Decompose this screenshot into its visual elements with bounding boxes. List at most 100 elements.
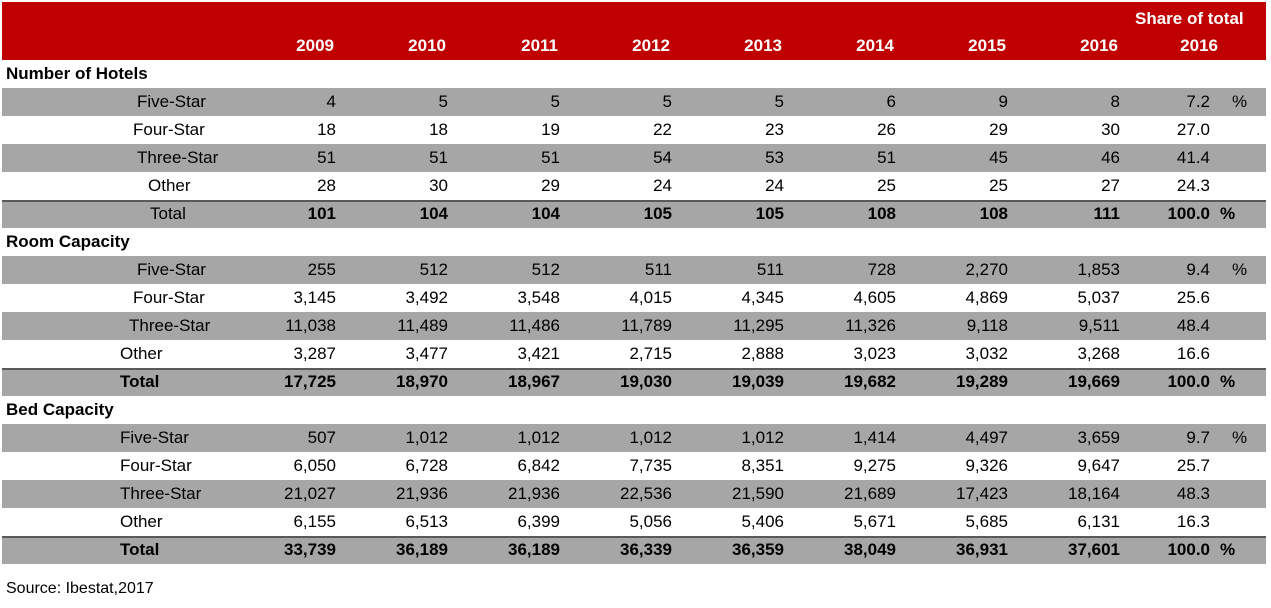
value-cell: 51 <box>877 148 896 167</box>
value-cell: 33,739 <box>284 540 336 559</box>
percent-sign: % <box>1232 428 1248 447</box>
share-cell: 100.0 <box>1167 372 1210 391</box>
share-cell: 9.4 <box>1186 260 1210 279</box>
value-cell: 29 <box>989 120 1008 139</box>
value-cell: 4,605 <box>853 288 896 307</box>
percent-sign: % <box>1220 204 1236 223</box>
share-cell: 48.4 <box>1176 316 1210 335</box>
value-cell: 21,590 <box>732 484 784 503</box>
value-cell: 255 <box>307 260 336 279</box>
value-cell: 4,497 <box>965 428 1008 447</box>
value-cell: 9,118 <box>966 316 1008 335</box>
table-row: Five-Star 255 512 512 511 511 728 2,270 1,853 9.4… <box>2 256 1266 284</box>
value-cell: 25 <box>877 176 896 195</box>
value-cell: 37,601 <box>1068 540 1120 559</box>
value-cell: 512 <box>419 260 448 279</box>
section-title-row: Number of Hotels <box>2 60 1266 88</box>
value-cell: 5,037 <box>1077 288 1120 307</box>
row-label: Total <box>120 372 160 391</box>
row-label: Five-Star <box>120 428 189 447</box>
year-header: 2011 <box>521 36 558 55</box>
value-cell: 8 <box>1110 92 1120 111</box>
table-header: Share of total 2009 2010 2011 2012 2013 … <box>2 2 1266 60</box>
value-cell: 19,669 <box>1068 372 1120 391</box>
row-label: Three-Star <box>120 484 202 503</box>
value-cell: 5 <box>550 92 560 111</box>
value-cell: 2,715 <box>629 344 672 363</box>
value-cell: 101 <box>307 204 336 223</box>
value-cell: 104 <box>531 204 560 223</box>
value-cell: 6,728 <box>405 456 448 475</box>
table-row: Four-Star 6,050 6,728 6,842 7,735 8,351 9,275 9… <box>2 452 1266 480</box>
row-label: Other <box>148 176 191 195</box>
value-cell: 2,888 <box>741 344 784 363</box>
value-cell: 728 <box>867 260 896 279</box>
value-cell: 4,015 <box>629 288 672 307</box>
value-cell: 108 <box>867 204 896 223</box>
value-cell: 105 <box>643 204 672 223</box>
value-cell: 7,735 <box>629 456 672 475</box>
percent-sign: % <box>1232 260 1248 279</box>
value-cell: 3,287 <box>293 344 336 363</box>
value-cell: 22,536 <box>620 484 672 503</box>
value-cell: 5,406 <box>741 512 784 531</box>
value-cell: 18 <box>317 120 336 139</box>
value-cell: 511 <box>756 260 784 279</box>
percent-sign: % <box>1232 92 1248 111</box>
source-note: Source: Ibestat,2017 <box>6 580 154 597</box>
value-cell: 26 <box>877 120 896 139</box>
row-label: Total <box>150 204 186 223</box>
value-cell: 21,936 <box>396 484 448 503</box>
value-cell: 5 <box>438 92 448 111</box>
share-year-header: 2016 <box>1180 36 1218 55</box>
value-cell: 18 <box>429 120 448 139</box>
value-cell: 46 <box>1101 148 1120 167</box>
value-cell: 36,189 <box>396 540 448 559</box>
table-row: Other 6,155 6,513 6,399 5,056 5,406 5,671 5,685… <box>2 508 1266 536</box>
value-cell: 19,682 <box>844 372 896 391</box>
value-cell: 1,012 <box>629 428 672 447</box>
total-row: Total 33,739 36,189 36,189 36,339 36,359 38,04… <box>2 536 1266 564</box>
value-cell: 11,486 <box>509 316 560 335</box>
row-label: Four-Star <box>133 120 205 139</box>
value-cell: 11,295 <box>733 316 784 335</box>
year-header: 2016 <box>1080 36 1118 55</box>
section-title: Bed Capacity <box>6 400 114 419</box>
table-row: Four-Star 3,145 3,492 3,548 4,015 4,345 4,605 4… <box>2 284 1266 312</box>
value-cell: 11,789 <box>621 316 672 335</box>
share-cell: 16.3 <box>1176 512 1210 531</box>
share-cell: 16.6 <box>1176 344 1210 363</box>
row-label: Three-Star <box>129 316 211 335</box>
value-cell: 36,339 <box>620 540 672 559</box>
share-of-total-label: Share of total <box>1135 9 1244 28</box>
value-cell: 3,032 <box>965 344 1008 363</box>
value-cell: 3,659 <box>1077 428 1120 447</box>
value-cell: 24 <box>765 176 784 195</box>
value-cell: 4,345 <box>741 288 784 307</box>
value-cell: 28 <box>317 176 336 195</box>
value-cell: 19 <box>541 120 560 139</box>
value-cell: 9,275 <box>853 456 896 475</box>
value-cell: 5 <box>662 92 672 111</box>
share-cell: 100.0 <box>1167 204 1210 223</box>
table-row: Three-Star 11,038 11,489 11,486 11,789 11,295… <box>2 312 1266 340</box>
value-cell: 8,351 <box>741 456 784 475</box>
section-title-row: Bed Capacity <box>2 396 1266 424</box>
row-label: Other <box>120 512 163 531</box>
value-cell: 111 <box>1093 204 1121 223</box>
value-cell: 19,289 <box>956 372 1008 391</box>
value-cell: 45 <box>989 148 1008 167</box>
value-cell: 36,931 <box>956 540 1008 559</box>
table-row: Three-Star 21,027 21,936 21,936 22,536 21,590… <box>2 480 1266 508</box>
value-cell: 4 <box>326 92 336 111</box>
value-cell: 25 <box>989 176 1008 195</box>
share-cell: 24.3 <box>1176 176 1210 195</box>
value-cell: 9,647 <box>1077 456 1120 475</box>
value-cell: 18,970 <box>396 372 448 391</box>
table-row: Other 3,287 3,477 3,421 2,715 2,888 3,023 3,032… <box>2 340 1266 368</box>
value-cell: 6,155 <box>293 512 336 531</box>
value-cell: 5,671 <box>853 512 896 531</box>
share-cell: 41.4 <box>1176 148 1210 167</box>
value-cell: 104 <box>419 204 448 223</box>
value-cell: 11,038 <box>285 316 336 335</box>
